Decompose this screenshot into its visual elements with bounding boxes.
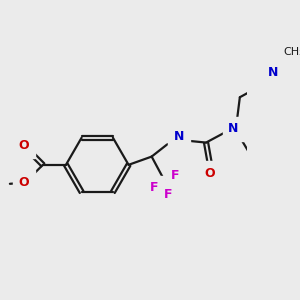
Text: F: F (164, 188, 172, 201)
Text: N: N (174, 130, 184, 143)
Text: N: N (268, 66, 278, 79)
Text: O: O (19, 176, 29, 189)
Text: CH₃: CH₃ (283, 47, 300, 57)
Text: F: F (171, 169, 180, 182)
Text: H: H (168, 127, 176, 137)
Text: O: O (205, 167, 215, 180)
Text: F: F (150, 182, 158, 194)
Text: N: N (228, 122, 238, 135)
Text: O: O (19, 140, 29, 152)
